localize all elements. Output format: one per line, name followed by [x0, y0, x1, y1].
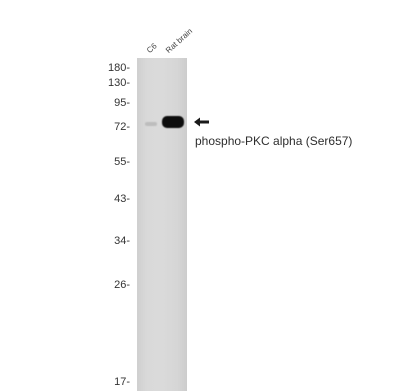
lane-label-c6: C6: [144, 41, 159, 55]
marker-26: 26-: [114, 279, 130, 291]
arrow-left-icon: [194, 117, 209, 127]
faint-band-c6: [145, 122, 157, 126]
blot-membrane: [137, 58, 187, 391]
marker-130: 130-: [107, 77, 130, 89]
marker-34: 34-: [114, 235, 130, 247]
marker-180: 180-: [107, 62, 130, 74]
marker-95: 95-: [114, 97, 130, 109]
target-protein-label: phospho-PKC alpha (Ser657): [195, 134, 353, 148]
marker-55: 55-: [114, 156, 130, 168]
lane-label-rat-brain: Rat brain: [163, 26, 195, 55]
marker-72: 72-: [114, 121, 130, 133]
marker-17: 17-: [114, 376, 130, 388]
band-rat-brain: [162, 116, 184, 128]
marker-43: 43-: [114, 193, 130, 205]
